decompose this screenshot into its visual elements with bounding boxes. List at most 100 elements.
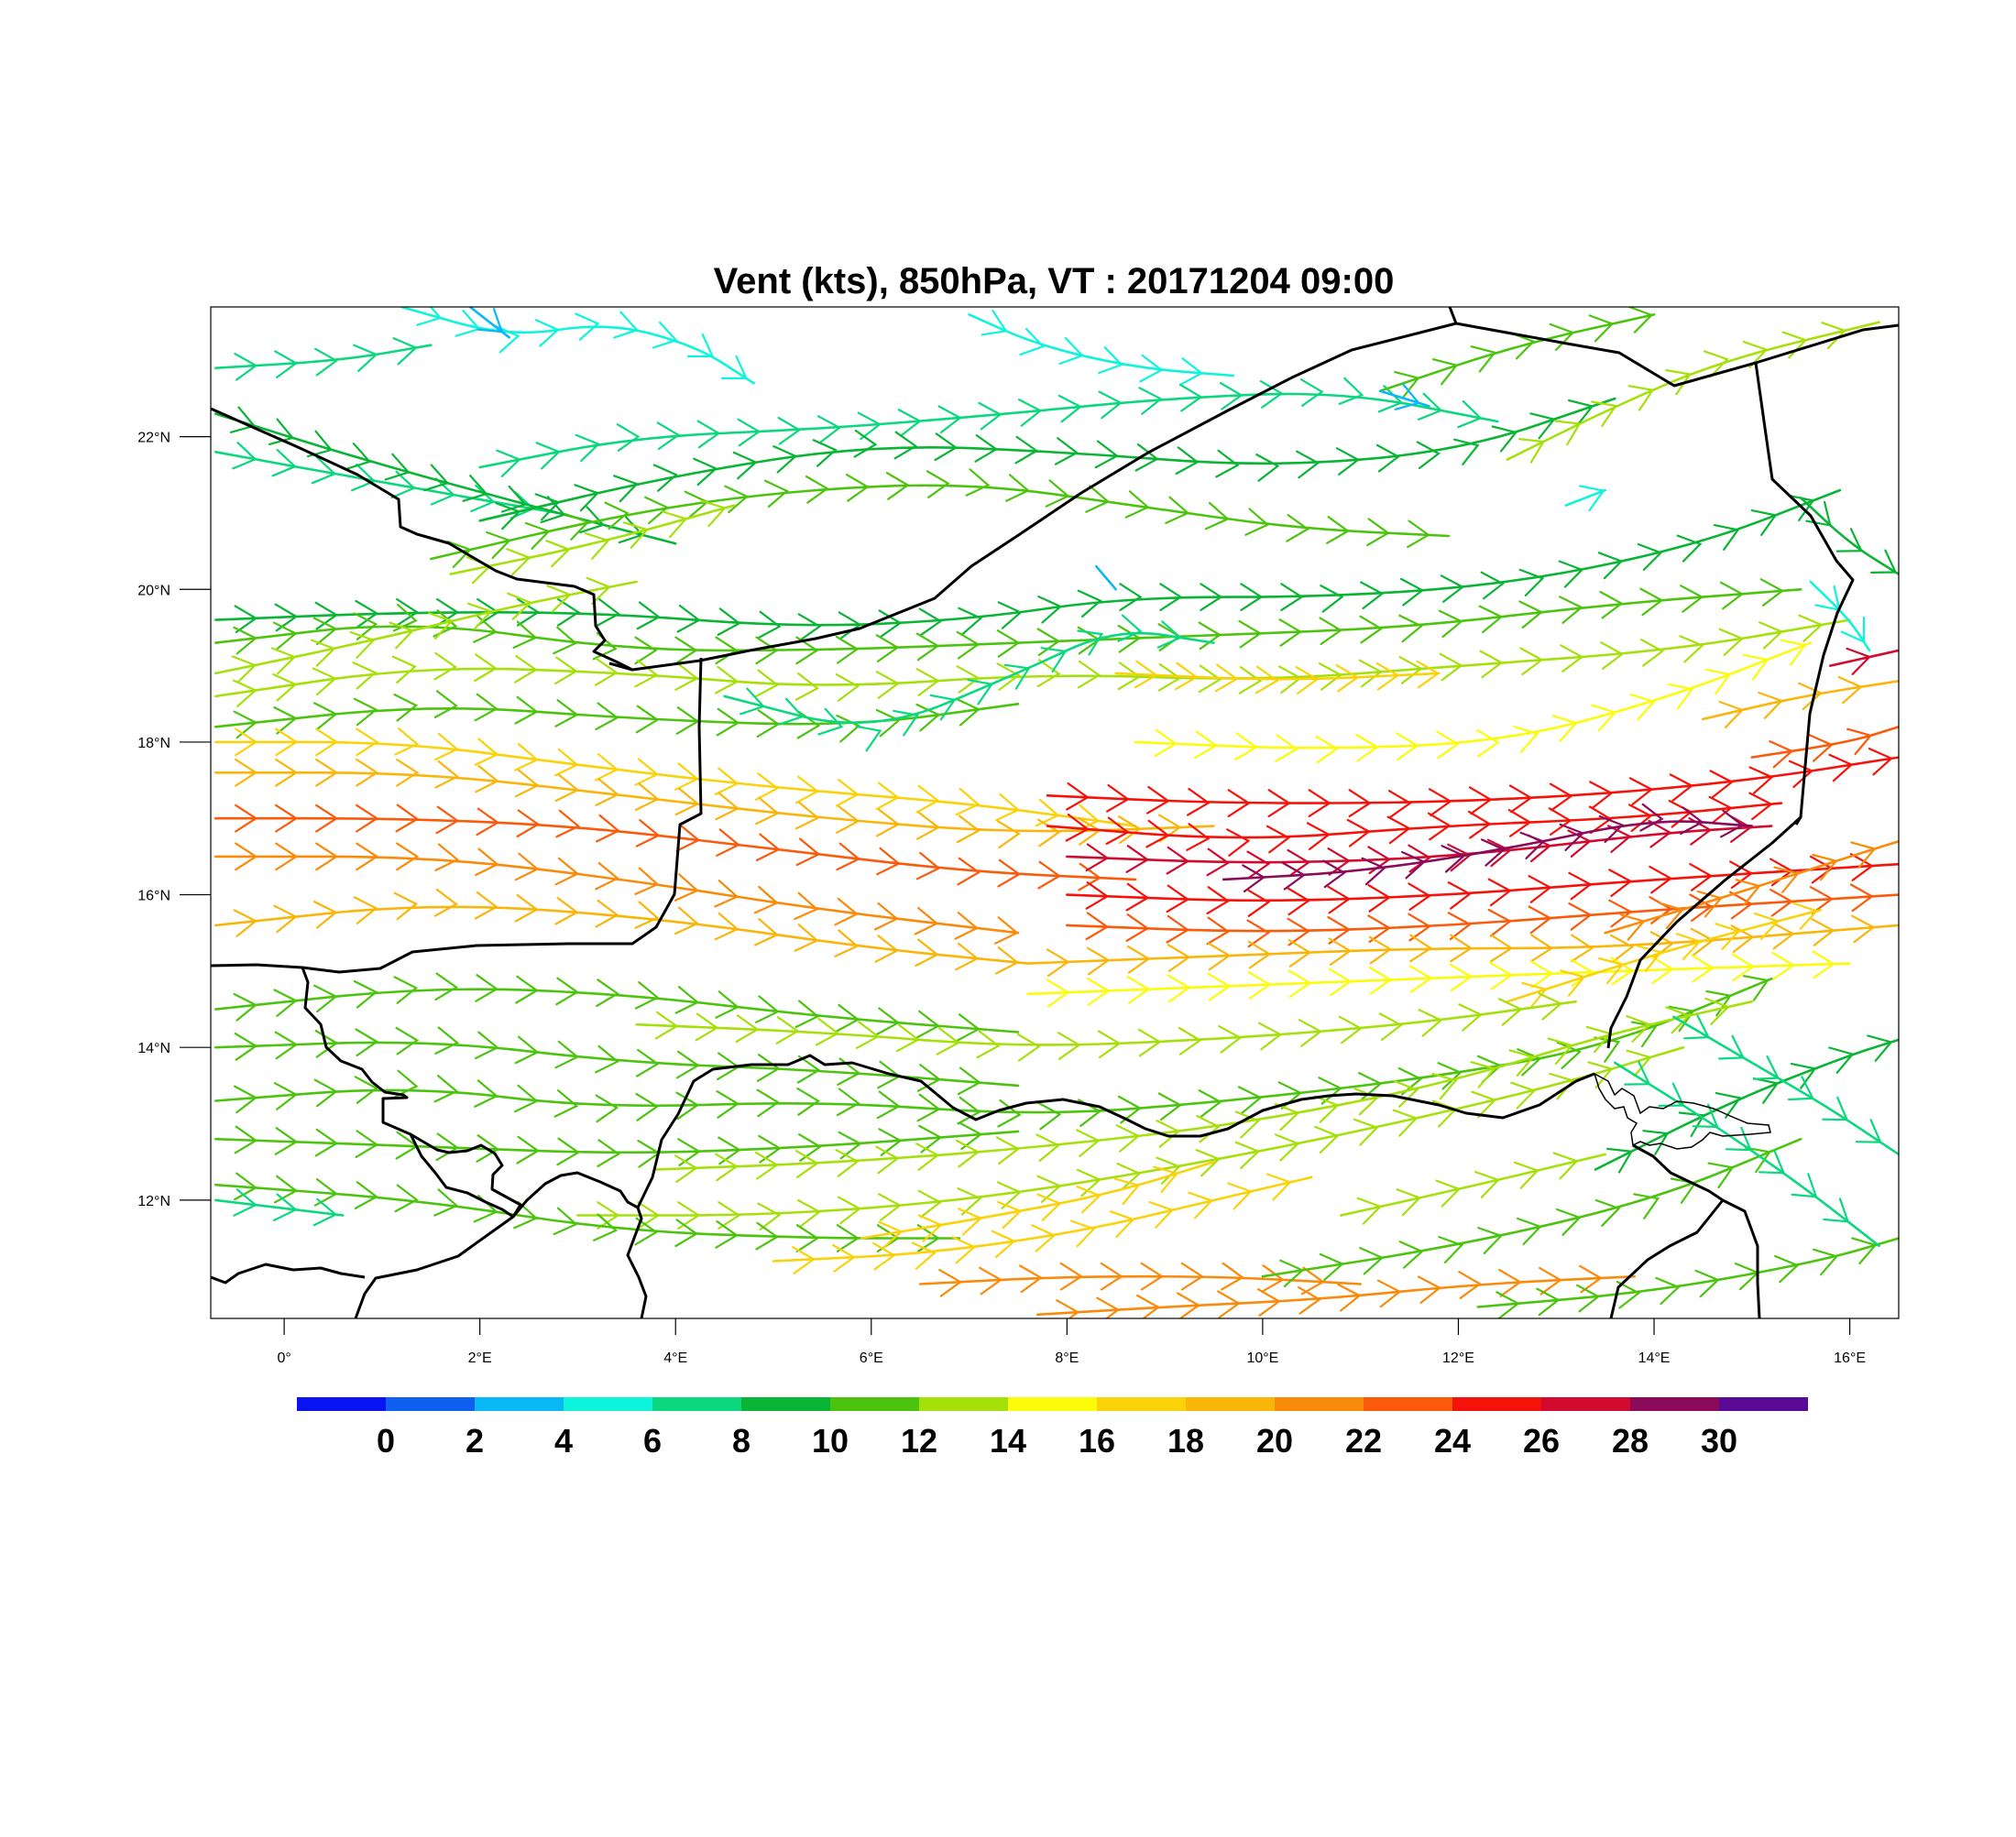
wind-barb	[534, 493, 561, 521]
wind-barb	[356, 727, 379, 757]
wind-barb	[1247, 940, 1272, 969]
lon-tick-label: 10°E	[1246, 1350, 1278, 1366]
wind-barb	[554, 1040, 580, 1069]
wind-barb	[1214, 663, 1239, 693]
wind-barb	[1298, 1019, 1323, 1047]
wind-barb	[832, 1243, 856, 1273]
wind-barb	[1470, 345, 1497, 373]
wind-barb	[1085, 912, 1110, 941]
wind-barb	[1180, 1262, 1205, 1291]
wind-barb	[1529, 412, 1556, 440]
colorbar-swatch	[652, 1397, 741, 1411]
wind-barb	[1713, 524, 1740, 551]
wind-barb	[915, 1010, 941, 1039]
wind-barb	[595, 778, 620, 806]
wind-barb	[1416, 660, 1441, 689]
colorbar-swatch	[1186, 1397, 1275, 1411]
wind-barb	[1517, 1217, 1542, 1245]
wind-barb	[1114, 1177, 1141, 1206]
wind-barb	[1568, 871, 1593, 901]
wind-barb	[1368, 935, 1393, 965]
wind-barb	[662, 510, 688, 539]
wind-barb	[1187, 787, 1211, 816]
wind-streamline	[1829, 649, 1899, 667]
wind-barb	[1476, 728, 1500, 758]
wind-barb	[1639, 803, 1664, 832]
wind-barb	[1742, 340, 1769, 368]
wind-barb	[355, 1028, 379, 1057]
wind-barb	[1791, 1173, 1818, 1198]
wind-barb	[1636, 945, 1663, 972]
wind-barb	[273, 989, 298, 1017]
wind-barb	[394, 727, 420, 756]
wind-streamline	[400, 307, 755, 385]
wind-streamline	[1046, 756, 1899, 804]
wind-barb	[877, 1193, 903, 1221]
wind-barb	[1808, 734, 1834, 762]
wind-barb	[1480, 838, 1507, 867]
wind-barb	[462, 475, 488, 502]
wind-barb	[954, 912, 980, 940]
wind-barb	[434, 760, 460, 789]
wind-barb	[235, 842, 258, 871]
wind-barb	[1244, 508, 1270, 536]
wind-barb	[1637, 542, 1663, 571]
wind-barb	[574, 484, 600, 512]
wind-barb	[796, 1055, 821, 1084]
wind-barb	[435, 1132, 460, 1162]
wind-streamline	[968, 313, 1235, 377]
colorbar-label: 18	[1167, 1422, 1204, 1460]
wind-barb	[553, 626, 578, 655]
wind-barb	[955, 787, 981, 816]
wind-streamline	[430, 484, 1451, 561]
colorbar-swatch	[741, 1397, 830, 1411]
wind-barb	[695, 1012, 719, 1042]
wind-barb	[514, 1035, 540, 1065]
wind-barb	[1788, 760, 1814, 788]
colorbar-swatch	[1541, 1397, 1630, 1411]
wind-barb	[1065, 813, 1090, 842]
wind-barb	[1552, 1152, 1579, 1180]
wind-barb	[674, 787, 700, 816]
wind-barb	[895, 1023, 921, 1053]
wind-barb	[393, 976, 419, 1004]
wind-barb	[1517, 1048, 1542, 1077]
wind-barb	[1771, 951, 1796, 980]
wind-barb	[794, 672, 820, 701]
wind-barb	[584, 532, 610, 560]
wind-barb	[1115, 1124, 1141, 1153]
wind-barb	[757, 1202, 782, 1231]
wind-barb	[1846, 727, 1873, 756]
wind-barb	[1649, 865, 1673, 894]
wind-streamline	[214, 1130, 1020, 1154]
wind-barb	[1035, 1133, 1061, 1162]
wind-barb	[1486, 838, 1512, 868]
wind-barb	[1237, 1086, 1263, 1114]
wind-barb	[917, 1189, 942, 1219]
wind-barb	[756, 709, 781, 738]
wind-barb	[674, 1154, 698, 1184]
wind-barb	[737, 418, 761, 447]
wind-barb	[797, 1199, 822, 1228]
wind-barb	[1368, 966, 1393, 995]
wind-barb	[232, 442, 257, 470]
wind-barb	[616, 423, 641, 452]
wind-barb	[1730, 924, 1755, 953]
wind-barb	[1086, 977, 1111, 1006]
wind-barb	[1166, 914, 1190, 944]
wind-barb	[1667, 683, 1694, 710]
wind-barb	[1204, 501, 1230, 530]
wind-barb	[1568, 902, 1593, 931]
wind-barb	[1140, 1262, 1165, 1291]
colorbar-swatch	[1008, 1397, 1097, 1411]
wind-streamline	[1476, 1237, 1899, 1308]
wind-barb	[674, 1219, 699, 1248]
wind-barb	[1458, 1003, 1484, 1032]
wind-barb	[1308, 789, 1331, 817]
wind-barb	[554, 896, 579, 925]
wind-barb	[1748, 766, 1774, 794]
wind-barb	[514, 654, 538, 683]
wind-barb	[1633, 1193, 1660, 1219]
colorbar-label: 8	[732, 1422, 751, 1460]
wind-barb	[735, 1014, 760, 1044]
